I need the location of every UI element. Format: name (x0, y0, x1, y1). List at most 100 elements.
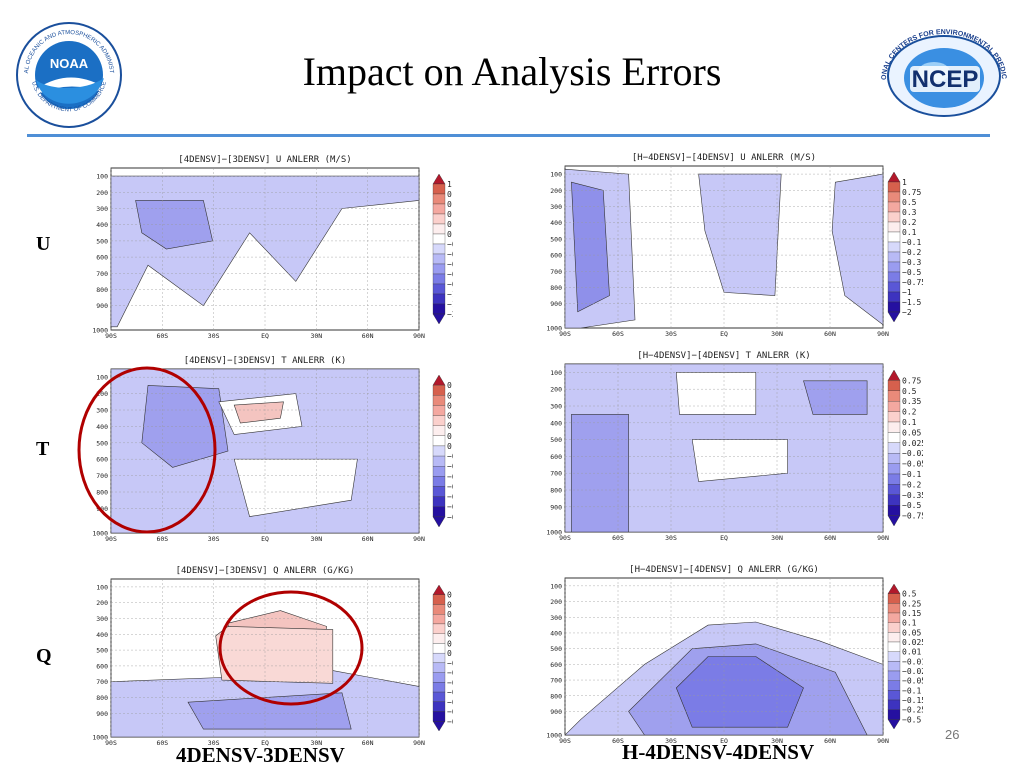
x-tick-label: 90S (559, 737, 571, 743)
colorbar-segment (887, 442, 901, 454)
colorbar-segment (432, 183, 446, 195)
colorbar-label: 0.75 (447, 381, 453, 390)
colorbar-label: −0.1 (902, 238, 921, 247)
x-tick-label: 90S (105, 739, 117, 747)
colorbar-top-arrow (432, 374, 446, 386)
colorbar-segment (887, 301, 901, 313)
x-tick-label: 90N (413, 332, 425, 340)
colorbar-segment (432, 415, 446, 426)
x-tick-label: 90N (877, 737, 889, 743)
colorbar-label: −0.75 (902, 512, 923, 521)
y-tick-label: 800 (96, 489, 108, 497)
y-tick-label: 400 (96, 423, 108, 431)
chart-title: [4DENSV]−[3DENSV] T ANLERR (K) (184, 356, 347, 366)
x-tick-label: 90S (105, 332, 117, 340)
colorbar-label: 0.05 (902, 628, 921, 637)
colorbar-label: 0.5 (902, 387, 917, 396)
y-tick-label: 400 (96, 631, 108, 639)
colorbar-segment (887, 622, 901, 633)
colorbar-top-arrow (432, 584, 446, 595)
colorbar-label: −0.75 (447, 513, 453, 522)
colorbar-segment (432, 643, 446, 654)
colorbar-segment (432, 662, 446, 673)
ncep-logo: NATIONAL CENTERS FOR ENVIRONMENTAL PREDI… (868, 22, 1007, 117)
colorbar-label: 0.35 (902, 397, 921, 406)
colorbar-label: −0.35 (902, 491, 923, 500)
colorbar-label: 0.75 (902, 376, 921, 385)
colorbar-label: −0.15 (902, 696, 923, 705)
colorbar-segment (432, 425, 446, 436)
colorbar-segment (432, 486, 446, 497)
colorbar-segment (887, 221, 901, 233)
colorbar-bottom-arrow (887, 515, 901, 527)
x-tick-label: 30N (310, 332, 322, 340)
colorbar-label: −0.05 (902, 677, 923, 686)
y-tick-label: 800 (550, 487, 562, 495)
colorbar-segment (432, 293, 446, 305)
colorbar-segment (432, 711, 446, 722)
colorbar-label: −0.75 (902, 278, 923, 287)
colorbar-label: 0.3 (447, 210, 453, 219)
y-tick-label: 500 (550, 645, 562, 653)
x-tick-label: 30S (208, 332, 220, 340)
colorbar-segment (432, 435, 446, 447)
y-tick-label: 900 (550, 503, 562, 511)
y-tick-label: 1000 (546, 325, 562, 333)
chart-q-4densv-3densv: [4DENSV]−[3DENSV] Q ANLERR (G/KG) 90S 60S 3… (92, 566, 453, 747)
contour-region (691, 439, 788, 482)
colorbar-label: 0.3 (902, 208, 917, 217)
colorbar-label: −0.05 (447, 678, 453, 687)
colorbar-segment (887, 661, 901, 672)
x-tick-label: 90N (413, 739, 425, 747)
col-label-left: 4DENSV-3DENSV (176, 743, 345, 767)
y-tick-label: 800 (550, 284, 562, 292)
colorbar-segment (887, 473, 901, 485)
colorbar-label: 0.2 (447, 412, 453, 421)
y-tick-label: 200 (550, 386, 562, 394)
colorbar-label: −0.1 (447, 240, 453, 249)
x-tick-label: 30N (310, 739, 322, 747)
colorbar-segment (432, 652, 446, 664)
chart-title: [4DENSV]−[3DENSV] U ANLERR (M/S) (178, 155, 351, 165)
colorbar-label: −1 (447, 290, 453, 299)
colorbar-segment (432, 233, 446, 245)
colorbar-segment (432, 405, 446, 416)
colorbar-label: −0.05 (447, 462, 453, 471)
colorbar-segment (887, 411, 901, 423)
annotation-circle-t (77, 366, 217, 534)
chart-u-4densv-3densv: [4DENSV]−[3DENSV] U ANLERR (M/S) 90S 60S 30… (92, 155, 453, 340)
y-tick-label: 700 (550, 470, 562, 478)
colorbar-label: 0.35 (447, 401, 453, 410)
colorbar-segment (887, 484, 901, 495)
x-tick-label: 60S (156, 739, 168, 747)
colorbar-segment (432, 384, 446, 396)
colorbar-segment (887, 680, 901, 691)
y-tick-label: 300 (550, 403, 562, 411)
y-tick-label: 900 (96, 302, 108, 310)
y-tick-label: 200 (550, 187, 562, 195)
y-tick-label: 300 (96, 407, 108, 415)
colorbar-segment (887, 641, 901, 652)
colorbar-label: 0.025 (902, 439, 923, 448)
y-tick-label: 400 (550, 419, 562, 427)
chart-title: [H−4DENSV]−[4DENSV] T ANLERR (K) (637, 351, 810, 361)
colorbar-segment (432, 455, 446, 467)
chart-title: [4DENSV]−[3DENSV] Q ANLERR (G/KG) (176, 566, 355, 576)
colorbar-label: 0.5 (902, 590, 917, 599)
colorbar-segment (432, 223, 446, 235)
colorbar-label: −0.25 (447, 708, 453, 717)
colorbar-segment (432, 672, 446, 683)
colorbar-label: −0.5 (902, 268, 921, 277)
colorbar-segment (887, 380, 901, 391)
x-tick-label: 60N (362, 739, 374, 747)
x-tick-label: 60S (612, 534, 624, 542)
colorbar-label: −0.3 (902, 258, 921, 267)
contour-region (135, 200, 213, 250)
colorbar-segment (432, 623, 446, 634)
chart-t-h4densv-4densv: [H−4DENSV]−[4DENSV] T ANLERR (K) 90S 60S 30… (546, 351, 923, 542)
contour-region (571, 414, 629, 532)
x-tick-label: 90N (877, 534, 889, 542)
colorbar-label: −0.1 (447, 688, 453, 697)
y-tick-label: 100 (96, 173, 108, 181)
colorbar-segment (887, 291, 901, 303)
